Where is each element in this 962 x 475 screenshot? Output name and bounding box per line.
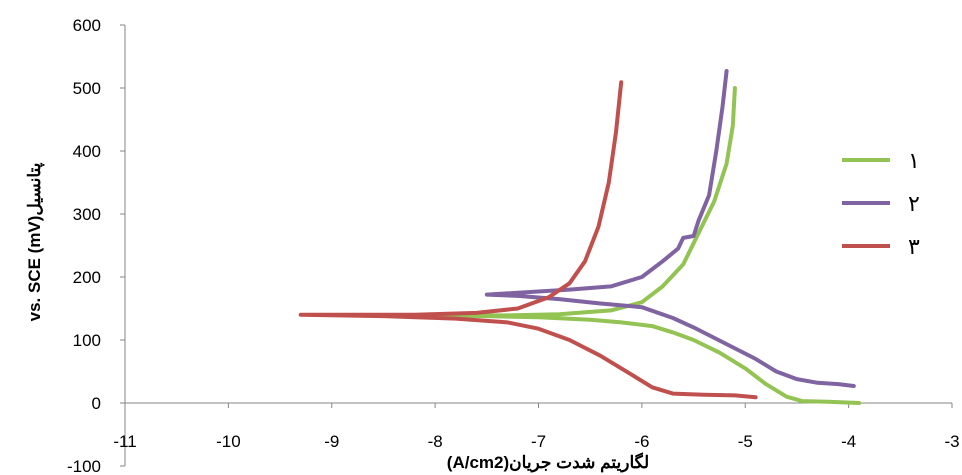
legend-label-3: ۳ [908, 235, 920, 260]
y-tick-label: 200 [73, 268, 101, 287]
x-tick-label: -7 [531, 432, 546, 451]
x-tick-label: -9 [324, 432, 339, 451]
y-tick-label: 100 [73, 331, 101, 350]
y-tick-label: 600 [73, 16, 101, 35]
x-tick-label: -3 [944, 432, 959, 451]
x-tick-label: -6 [634, 432, 649, 451]
y-tick-label: 300 [73, 205, 101, 224]
x-tick-label: -10 [216, 432, 241, 451]
y-tick-label: -100 [67, 457, 101, 475]
y-axis-title: vs. SCE (mV)پتانسیل [25, 162, 45, 321]
y-tick-label: 500 [73, 79, 101, 98]
x-tick-label: -5 [738, 432, 753, 451]
legend-label-2: ۲ [908, 192, 920, 217]
x-tick-label: -8 [428, 432, 443, 451]
series-line-2 [484, 69, 856, 388]
series-line-1 [433, 86, 861, 405]
y-tick-label: 0 [92, 394, 101, 413]
legend-label-1: ۱ [908, 149, 920, 174]
x-tick-label: -11 [113, 432, 136, 451]
series-line-3 [298, 80, 758, 400]
axes: -100 0 100 200 300 400 500 600 -11 -10 -9 -8 -7 -6 -5 -… [67, 16, 960, 475]
series-group [298, 69, 861, 405]
y-tick-label: 400 [73, 142, 101, 161]
x-axis-title: لگاریتم شدت جریان(A/cm2) [447, 452, 649, 473]
x-tick-label: -4 [841, 432, 856, 451]
legend: ۱ ۲ ۳ [842, 149, 920, 260]
